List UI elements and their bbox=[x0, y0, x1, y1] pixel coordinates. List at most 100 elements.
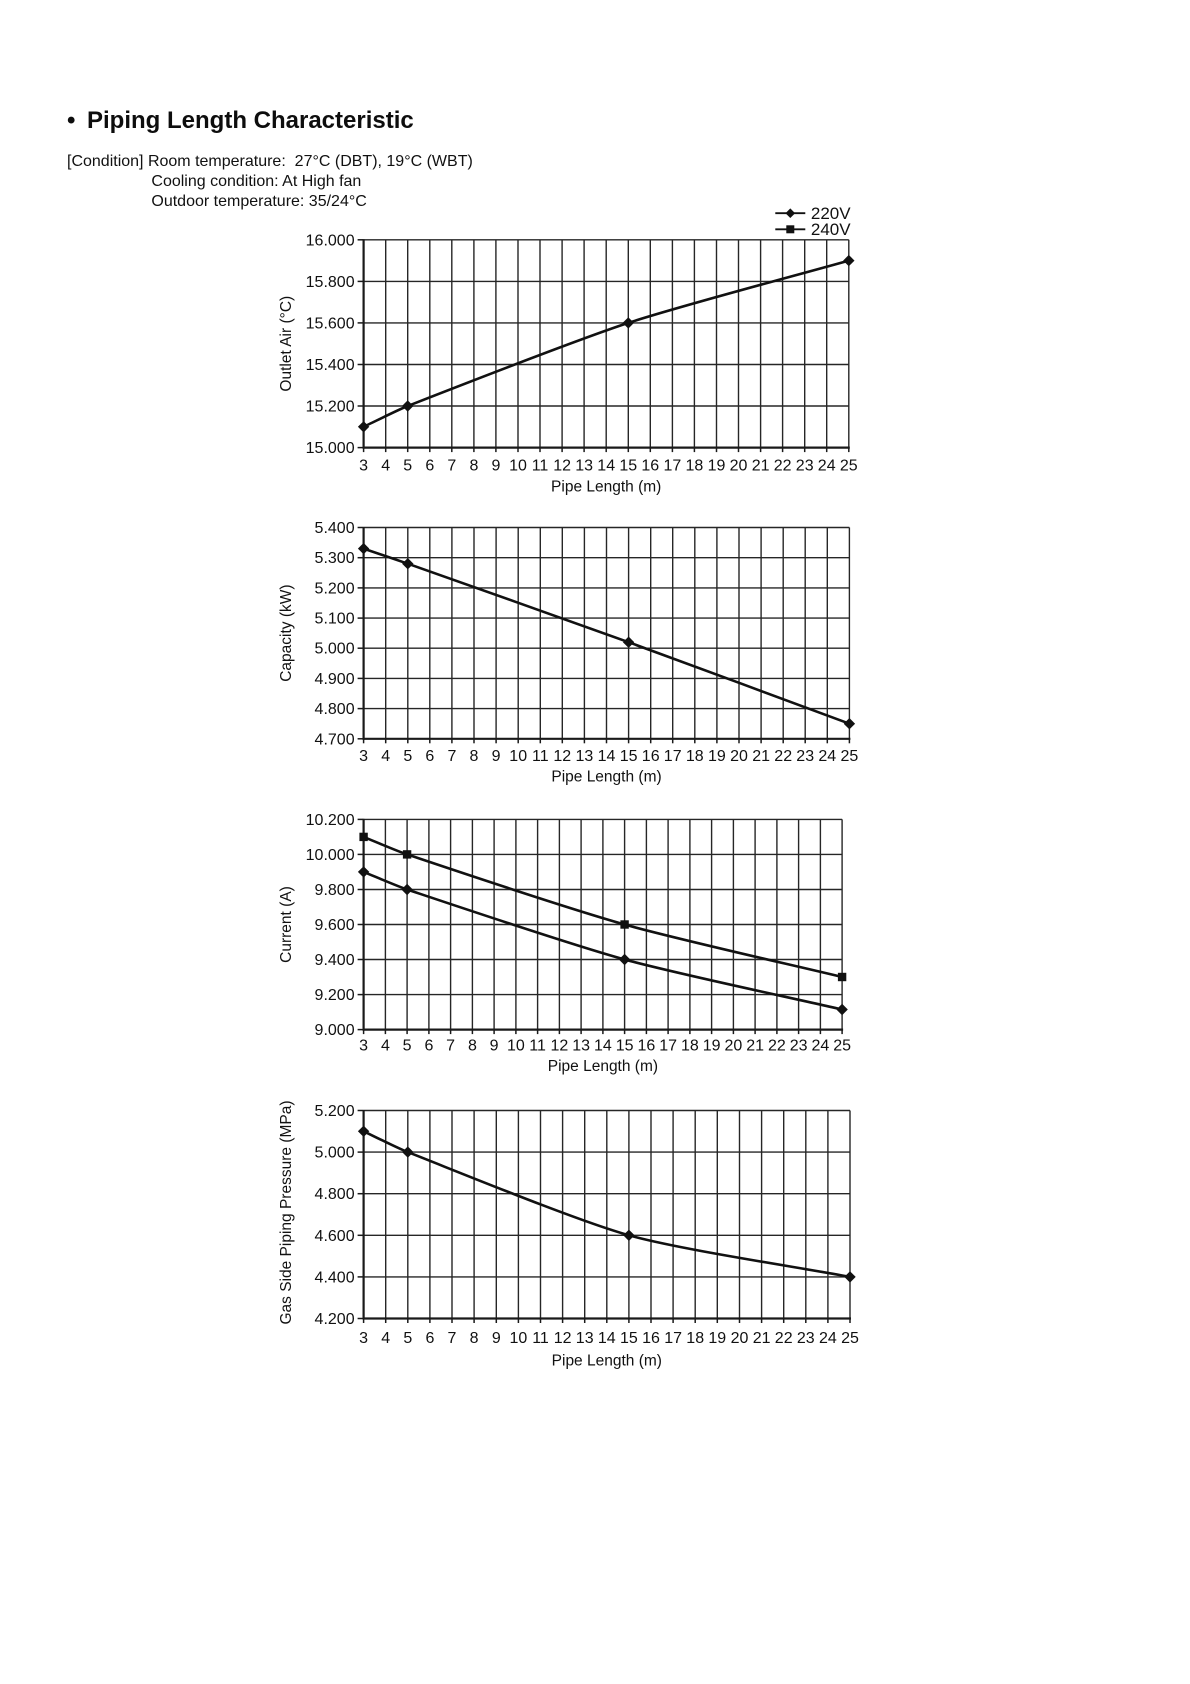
svg-text:9.400: 9.400 bbox=[315, 952, 355, 969]
svg-text:7: 7 bbox=[447, 457, 456, 474]
svg-text:13: 13 bbox=[576, 748, 594, 765]
svg-text:11: 11 bbox=[532, 457, 549, 474]
svg-text:Gas Side Piping Pressure (MPa): Gas Side Piping Pressure (MPa) bbox=[278, 1101, 295, 1325]
svg-text:5.100: 5.100 bbox=[315, 611, 355, 628]
svg-text:3: 3 bbox=[359, 1038, 368, 1055]
svg-text:11: 11 bbox=[532, 1330, 549, 1347]
svg-text:10: 10 bbox=[510, 1330, 528, 1347]
svg-text:4.700: 4.700 bbox=[315, 731, 355, 748]
svg-text:5: 5 bbox=[403, 457, 412, 474]
svg-text:11: 11 bbox=[529, 1038, 546, 1055]
svg-text:5.300: 5.300 bbox=[315, 550, 355, 567]
svg-text:10: 10 bbox=[509, 457, 527, 474]
svg-text:20: 20 bbox=[730, 457, 748, 474]
svg-text:21: 21 bbox=[752, 457, 770, 474]
svg-text:13: 13 bbox=[576, 1330, 594, 1347]
svg-text:22: 22 bbox=[775, 1330, 793, 1347]
svg-text:16.000: 16.000 bbox=[306, 232, 355, 249]
svg-text:15.200: 15.200 bbox=[306, 399, 355, 416]
svg-text:Outlet Air (°C): Outlet Air (°C) bbox=[278, 296, 295, 392]
svg-text:4.800: 4.800 bbox=[315, 1186, 355, 1203]
svg-text:4.900: 4.900 bbox=[315, 671, 355, 688]
svg-text:25: 25 bbox=[840, 457, 858, 474]
svg-text:24: 24 bbox=[812, 1038, 830, 1055]
svg-text:12: 12 bbox=[553, 457, 571, 474]
svg-text:15: 15 bbox=[616, 1038, 634, 1055]
svg-text:8: 8 bbox=[470, 1330, 479, 1347]
svg-text:13: 13 bbox=[572, 1038, 590, 1055]
svg-text:10: 10 bbox=[507, 1038, 525, 1055]
svg-text:7: 7 bbox=[447, 748, 456, 765]
svg-text:4.400: 4.400 bbox=[315, 1269, 355, 1286]
svg-text:5: 5 bbox=[403, 1038, 412, 1055]
svg-text:6: 6 bbox=[425, 748, 434, 765]
svg-text:12: 12 bbox=[553, 748, 571, 765]
svg-text:14: 14 bbox=[594, 1038, 612, 1055]
svg-text:5.000: 5.000 bbox=[315, 641, 355, 658]
svg-text:14: 14 bbox=[598, 1330, 616, 1347]
svg-text:14: 14 bbox=[597, 457, 615, 474]
svg-text:9: 9 bbox=[492, 748, 501, 765]
svg-text:5.400: 5.400 bbox=[315, 520, 355, 537]
svg-text:22: 22 bbox=[774, 457, 792, 474]
svg-text:21: 21 bbox=[753, 1330, 771, 1347]
svg-text:Current (A): Current (A) bbox=[278, 886, 295, 963]
svg-text:15: 15 bbox=[620, 748, 638, 765]
svg-text:24: 24 bbox=[818, 457, 836, 474]
svg-text:24: 24 bbox=[819, 1330, 837, 1347]
svg-text:20: 20 bbox=[725, 1038, 743, 1055]
svg-text:25: 25 bbox=[833, 1038, 851, 1055]
svg-text:8: 8 bbox=[470, 748, 479, 765]
svg-text:15.000: 15.000 bbox=[306, 440, 355, 457]
svg-text:23: 23 bbox=[796, 748, 814, 765]
svg-text:15: 15 bbox=[619, 457, 637, 474]
svg-text:220V: 220V bbox=[811, 204, 851, 223]
svg-text:4: 4 bbox=[381, 1038, 390, 1055]
svg-text:25: 25 bbox=[841, 1330, 859, 1347]
svg-text:9: 9 bbox=[491, 457, 500, 474]
svg-text:8: 8 bbox=[469, 457, 478, 474]
svg-text:4.600: 4.600 bbox=[315, 1228, 355, 1245]
svg-text:18: 18 bbox=[686, 1330, 704, 1347]
svg-text:5: 5 bbox=[403, 748, 412, 765]
svg-text:17: 17 bbox=[664, 457, 682, 474]
svg-text:3: 3 bbox=[359, 1330, 368, 1347]
svg-text:9.800: 9.800 bbox=[315, 882, 355, 899]
svg-text:17: 17 bbox=[664, 748, 682, 765]
svg-text:17: 17 bbox=[664, 1330, 682, 1347]
svg-text:6: 6 bbox=[425, 457, 434, 474]
svg-text:19: 19 bbox=[703, 1038, 721, 1055]
svg-text:16: 16 bbox=[642, 748, 660, 765]
svg-text:18: 18 bbox=[681, 1038, 699, 1055]
svg-text:4.800: 4.800 bbox=[315, 701, 355, 718]
svg-text:4.200: 4.200 bbox=[315, 1311, 355, 1328]
svg-text:240V: 240V bbox=[811, 220, 851, 239]
svg-text:21: 21 bbox=[752, 748, 770, 765]
svg-text:6: 6 bbox=[424, 1038, 433, 1055]
svg-text:15.800: 15.800 bbox=[306, 274, 355, 291]
svg-text:9.000: 9.000 bbox=[315, 1022, 355, 1039]
svg-text:15: 15 bbox=[620, 1330, 638, 1347]
svg-text:10.000: 10.000 bbox=[306, 847, 355, 864]
svg-text:Capacity (kW): Capacity (kW) bbox=[278, 584, 295, 681]
svg-text:7: 7 bbox=[446, 1038, 455, 1055]
svg-text:Pipe Length (m): Pipe Length (m) bbox=[551, 478, 661, 495]
svg-text:12: 12 bbox=[554, 1330, 572, 1347]
svg-text:7: 7 bbox=[448, 1330, 457, 1347]
svg-text:20: 20 bbox=[731, 1330, 749, 1347]
svg-text:22: 22 bbox=[768, 1038, 786, 1055]
svg-text:19: 19 bbox=[708, 457, 726, 474]
svg-text:4: 4 bbox=[381, 748, 390, 765]
svg-text:3: 3 bbox=[359, 457, 368, 474]
svg-text:23: 23 bbox=[790, 1038, 808, 1055]
svg-text:10.200: 10.200 bbox=[306, 812, 355, 829]
svg-text:9: 9 bbox=[492, 1330, 501, 1347]
svg-text:11: 11 bbox=[532, 748, 549, 765]
svg-text:20: 20 bbox=[730, 748, 748, 765]
svg-text:5: 5 bbox=[403, 1330, 412, 1347]
svg-text:9.600: 9.600 bbox=[315, 917, 355, 934]
svg-text:5.200: 5.200 bbox=[315, 580, 355, 597]
svg-text:23: 23 bbox=[796, 457, 814, 474]
svg-text:22: 22 bbox=[774, 748, 792, 765]
svg-text:5.200: 5.200 bbox=[315, 1103, 355, 1120]
